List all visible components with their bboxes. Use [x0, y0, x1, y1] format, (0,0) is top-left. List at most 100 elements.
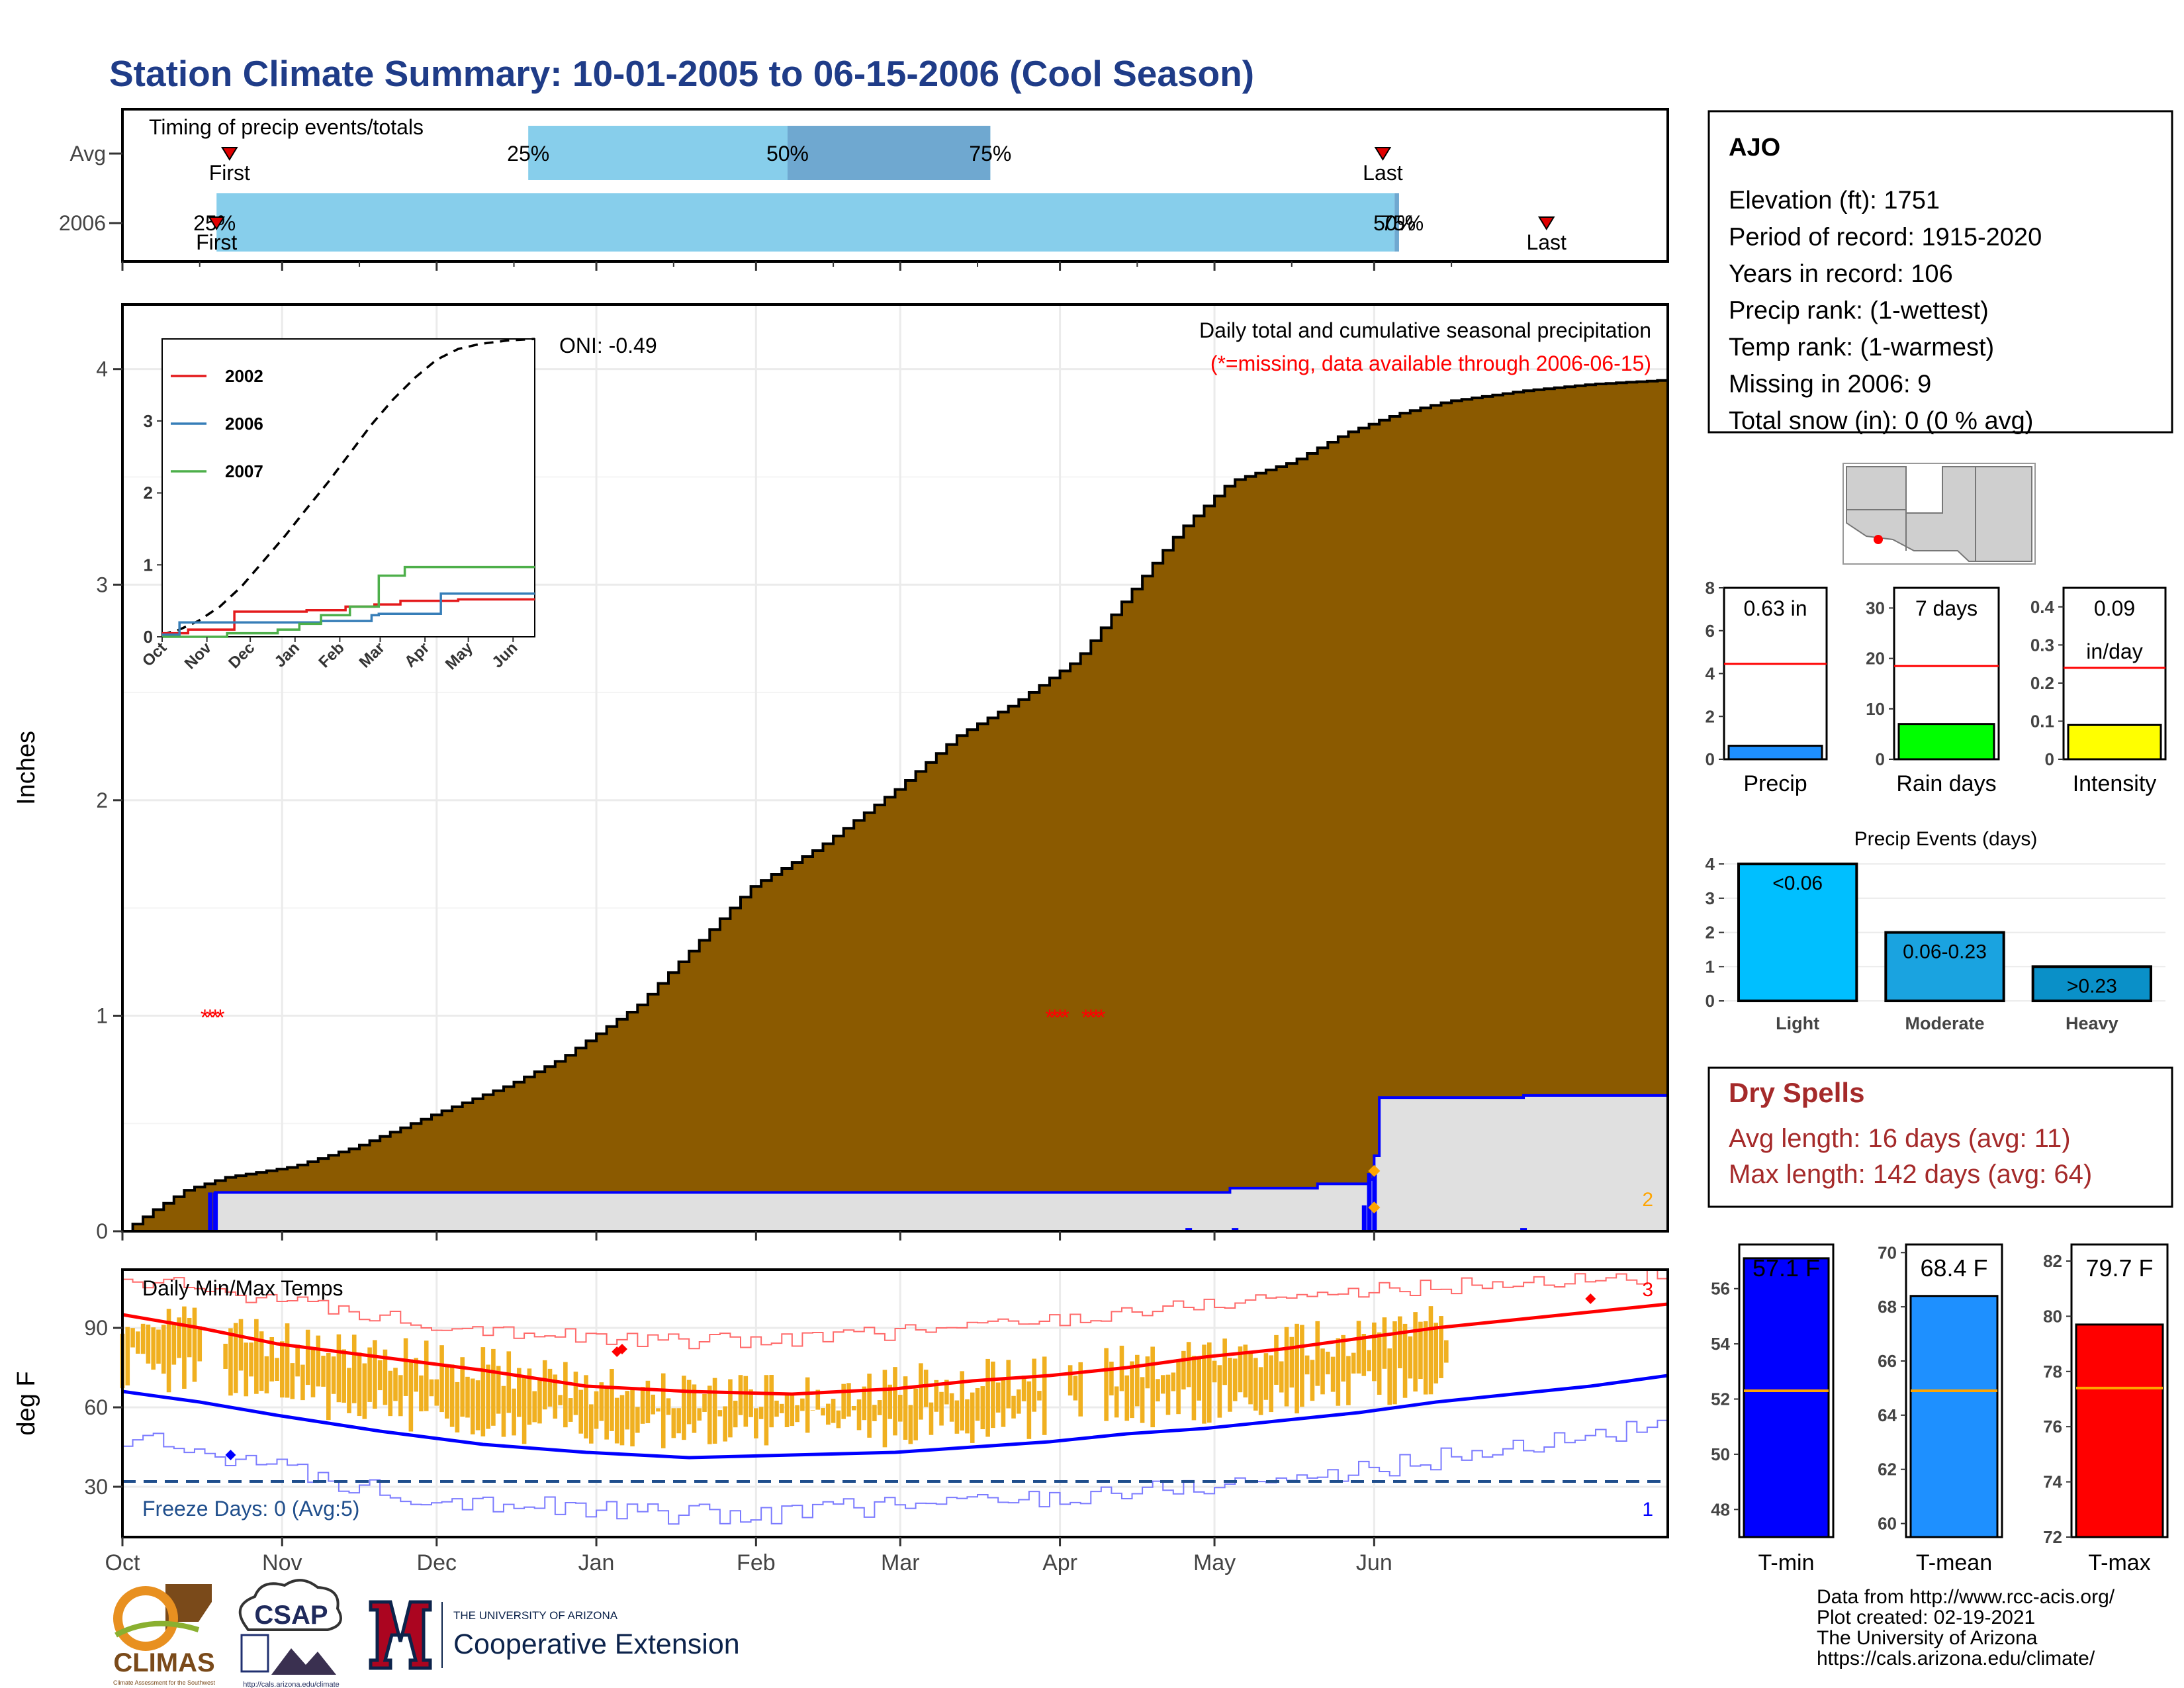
daily-temp-bar — [1356, 1321, 1361, 1374]
daily-temp-bar — [851, 1405, 856, 1411]
daily-temp-bar — [532, 1391, 537, 1423]
daily-temp-bar — [846, 1383, 851, 1417]
2006-first-marker — [208, 216, 225, 230]
temp-bar-ytick-label: 74 — [2043, 1472, 2062, 1492]
daily-temp-bar — [635, 1407, 640, 1433]
daily-temp-bar — [285, 1323, 290, 1398]
dry-spells-box: Dry Spells Avg length: 16 days (avg: 11) M… — [1707, 1066, 2173, 1208]
station-location-dot — [1874, 535, 1883, 544]
daily-temp-bar — [1238, 1346, 1243, 1393]
daily-temp-bar — [965, 1399, 970, 1434]
daily-temp-bar — [1068, 1365, 1073, 1396]
temp-count-top: 3 — [1642, 1279, 1653, 1301]
temp-ytick-label: 30 — [84, 1475, 108, 1499]
precip-events-chart: Precip Events (days) <0.06 Light 0.06-0.23 M… — [1706, 828, 2165, 1033]
daily-temp-bar — [1274, 1335, 1279, 1385]
footer: Data from http://www.rcc-acis.org/Plot c… — [113, 1579, 2115, 1688]
daily-temp-bar — [347, 1368, 351, 1413]
daily-temp-bar — [862, 1386, 867, 1421]
daily-temp-bar — [563, 1362, 568, 1428]
temp-bar-xlabel: T-mean — [1916, 1550, 1992, 1575]
daily-temp-bar — [867, 1374, 872, 1438]
daily-temp-bar — [1361, 1334, 1367, 1376]
daily-temp-bar — [177, 1317, 181, 1358]
daily-precip-bar — [1232, 1228, 1239, 1231]
month-label: Nov — [262, 1550, 302, 1575]
locator-map — [1843, 463, 2036, 565]
missing-marker: * — [1081, 1005, 1090, 1030]
daily-temp-bar — [1289, 1336, 1295, 1388]
row-label-2006: 2006 — [59, 211, 106, 235]
daily-temp-bar — [316, 1335, 321, 1387]
daily-temp-bar — [171, 1324, 177, 1365]
daily-temp-bar — [960, 1371, 964, 1431]
avg-last-label: Last — [1363, 161, 1403, 185]
daily-temp-bar — [1073, 1376, 1078, 1401]
temp-bar-ytick-label: 64 — [1878, 1405, 1897, 1425]
daily-temp-bar — [1248, 1352, 1253, 1405]
precip-frame — [121, 303, 1669, 1233]
daily-temp-bar — [310, 1347, 316, 1397]
daily-temp-bar — [547, 1368, 553, 1407]
daily-temp-bar — [1300, 1325, 1304, 1407]
station-frame — [1707, 110, 2173, 434]
daily-temp-bar — [192, 1307, 197, 1382]
page-title: Station Climate Summary: 10-01-2005 to 0… — [109, 53, 1254, 94]
daily-temp-bar — [537, 1380, 542, 1424]
minibar-value-bar — [1897, 723, 1995, 761]
minibar-ytick-label: 0 — [1876, 749, 1885, 769]
daily-temp-bar — [1428, 1306, 1433, 1395]
daily-temp-bar — [542, 1360, 547, 1410]
daily-temp-bar — [445, 1366, 449, 1419]
orange-point — [1368, 1201, 1381, 1214]
daily-temp-bar — [712, 1378, 717, 1444]
daily-precip-bar — [1520, 1228, 1527, 1231]
temp-frame — [121, 1268, 1669, 1538]
daily-temp-bar — [800, 1398, 805, 1411]
daily-temp-bar — [738, 1375, 743, 1415]
daily-temp-bar — [1423, 1321, 1428, 1395]
temp-bar-t-max: 79.7 F 72 74 76 78 80 82 T-max — [2043, 1243, 2169, 1575]
events-ytick-label: 2 — [1706, 923, 1715, 943]
daily-temp-bar — [697, 1408, 702, 1421]
temp-bar-value — [1909, 1295, 1999, 1538]
daily-temp-bar — [1295, 1323, 1299, 1414]
daily-temp-bar — [1372, 1322, 1377, 1382]
daily-temp-bar — [305, 1329, 310, 1385]
daily-temp-bar — [619, 1395, 625, 1446]
daily-temp-bar — [1124, 1375, 1130, 1421]
events-ytick-label: 1 — [1706, 957, 1715, 976]
daily-temp-bar — [506, 1351, 512, 1413]
daily-temp-bar — [985, 1358, 990, 1437]
daily-temp-bar — [1326, 1351, 1330, 1375]
month-label: Feb — [737, 1550, 776, 1575]
daily-temp-bar — [769, 1375, 774, 1428]
daily-temp-bar — [408, 1359, 414, 1432]
daily-temp-bar — [1232, 1358, 1238, 1401]
avg-cumulative-area — [122, 380, 1668, 1231]
daily-temp-bar — [640, 1387, 645, 1424]
daily-temp-bar — [949, 1393, 954, 1422]
season-cumulative-area — [210, 1095, 1668, 1231]
daily-temp-bar — [156, 1329, 161, 1364]
daily-temp-bar — [939, 1391, 944, 1426]
inset-legend-label: 2007 — [225, 461, 263, 481]
daily-temp-bar — [1336, 1338, 1341, 1406]
daily-temp-bar — [836, 1410, 841, 1429]
daily-temp-bar — [815, 1389, 821, 1410]
avg-first-marker — [221, 147, 238, 161]
row-label-avg: Avg — [69, 142, 106, 165]
daily-temp-bar — [331, 1356, 336, 1394]
climas-mark-green — [114, 1620, 200, 1638]
minibar-value-label: 0.63 in — [1743, 596, 1807, 620]
minibar-ytick-label: 0.4 — [2030, 597, 2055, 617]
daily-temp-bar — [758, 1407, 764, 1419]
daily-temp-bar — [429, 1379, 434, 1397]
daily-temp-bar — [321, 1356, 326, 1387]
daily-temp-bar — [588, 1404, 594, 1444]
daily-temp-bar — [630, 1389, 635, 1446]
daily-temp-bar — [146, 1325, 151, 1364]
daily-temp-bar — [666, 1398, 671, 1415]
daily-precip-bar — [1185, 1228, 1193, 1231]
